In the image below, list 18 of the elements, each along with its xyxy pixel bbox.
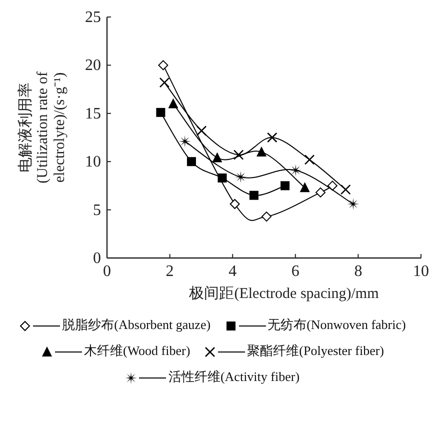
y-axis-title: 电解液利用率 (Utilization rate of electrolyte)/(s·g⁻¹) [17,72,68,184]
y-tick-label: 5 [93,202,101,219]
y-tick-label: 10 [85,154,101,171]
x-tick-label: 6 [291,263,300,280]
x-tick-label: 4 [228,263,237,280]
x-tick-label: 10 [413,263,429,280]
y-tick-label: 25 [85,9,101,26]
legend-label: 活性纤维(Activity fiber) [168,369,300,384]
x-tick-label: 8 [354,263,362,280]
x-tick-label: 2 [166,263,174,280]
y-tick-label: 0 [93,250,101,267]
legend-label: 无纺布(Nonwoven fabric) [268,317,406,332]
legend-label: 脱脂纱布(Absorbent gauze) [62,317,211,332]
x-axis-title: 极间距(Electrode spacing)/mm [188,285,380,302]
y-tick-label: 20 [85,57,101,74]
legend-label: 聚酯纤维(Polyester fiber) [247,343,384,358]
y-tick-label: 15 [85,105,101,122]
legend-label: 木纤维(Wood fiber) [84,343,190,358]
